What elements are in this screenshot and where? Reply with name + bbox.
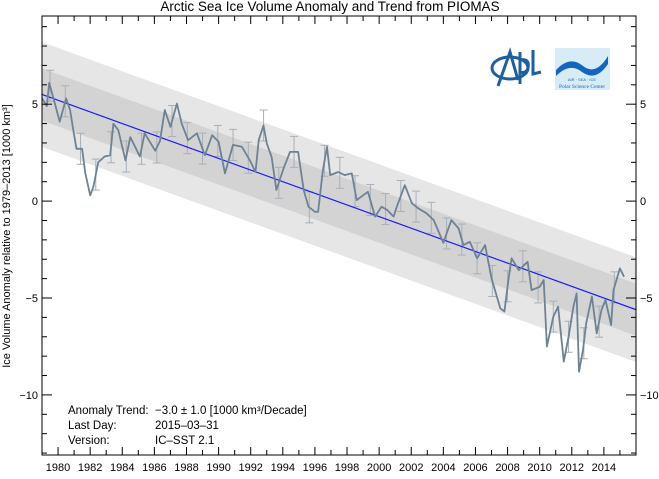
x-tick-label: 1998 <box>335 462 359 474</box>
x-tick-label: 2014 <box>592 462 616 474</box>
chart-title: Arctic Sea Ice Volume Anomaly and Trend … <box>160 0 499 14</box>
x-tick-label: 2012 <box>560 462 584 474</box>
x-tick-label: 2000 <box>367 462 391 474</box>
anomaly-line <box>41 82 625 373</box>
x-tick-label: 2006 <box>463 462 487 474</box>
psc-name: Polar Science Center <box>559 84 605 90</box>
axis-ticks <box>41 16 637 455</box>
version-value: IC–SST 2.1 <box>155 435 215 447</box>
y-tick-label-right: −10 <box>640 390 659 402</box>
x-tick-labels: 1980 1982 1984 1986 1988 1990 1992 1994 1996 1998… <box>46 462 616 474</box>
x-tick-label: 2004 <box>431 462 455 474</box>
y-tick-label-right: 0 <box>640 196 646 208</box>
version-label: Version: <box>68 435 110 447</box>
y-axis-label: Ice Volume Anomaly relative to 1979–2013… <box>1 104 13 368</box>
last-day-value: 2015–03–31 <box>155 420 219 432</box>
x-tick-label: 1984 <box>110 462 134 474</box>
y-tick-label: −5 <box>25 293 38 305</box>
anomaly-series <box>41 82 625 373</box>
y-tick-label: −10 <box>19 390 38 402</box>
y-tick-labels: 5 5 0 0 −5 −5 −10 −10 <box>19 99 658 402</box>
x-tick-label: 2008 <box>495 462 519 474</box>
apl-logo <box>490 47 542 87</box>
x-tick-label: 1992 <box>238 462 262 474</box>
trend-label: Anomaly Trend: <box>68 405 149 417</box>
x-tick-label: 1982 <box>78 462 102 474</box>
x-tick-label: 2010 <box>527 462 551 474</box>
trend-value: −3.0 ± 1.0 [1000 km³/Decade] <box>155 405 307 417</box>
last-day-label: Last Day: <box>68 420 117 432</box>
trend-line <box>41 93 637 311</box>
y-tick-label: 0 <box>32 196 38 208</box>
x-tick-label: 1980 <box>46 462 70 474</box>
trend-line-group <box>41 93 637 311</box>
plot-frame <box>41 15 637 456</box>
x-tick-label: 2002 <box>399 462 423 474</box>
y-tick-label: 5 <box>32 99 38 111</box>
y-tick-label-right: −5 <box>640 293 653 305</box>
x-tick-label: 1994 <box>271 462 295 474</box>
polar-science-center-logo: AIR · SEA · ICE Polar Science Center <box>555 48 610 90</box>
x-tick-label: 1990 <box>206 462 230 474</box>
x-tick-label: 1996 <box>303 462 327 474</box>
y-tick-label-right: 5 <box>640 99 646 111</box>
x-tick-label: 1986 <box>142 462 166 474</box>
psc-tagline: AIR · SEA · ICE <box>568 77 597 82</box>
x-tick-label: 1988 <box>174 462 198 474</box>
